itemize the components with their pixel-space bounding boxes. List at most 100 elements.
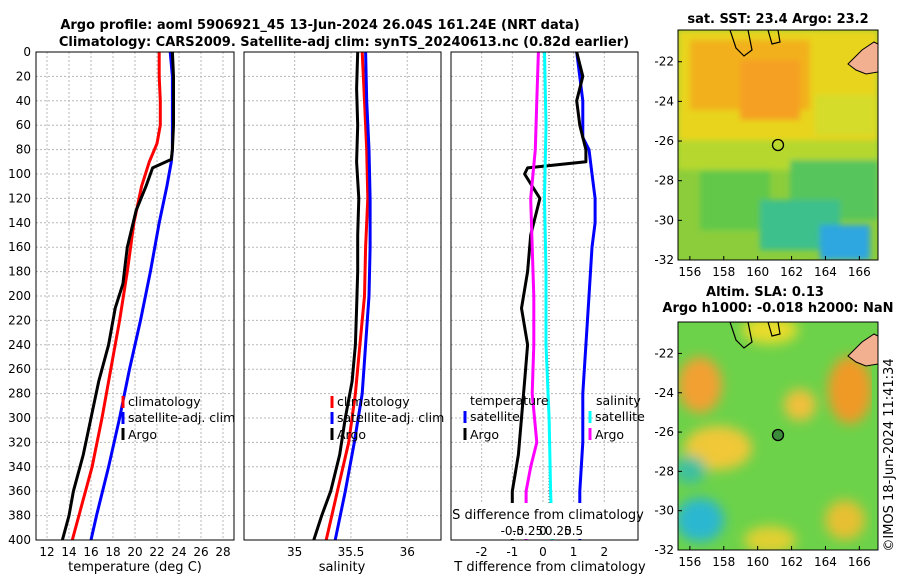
footer-stamp: ©IMOS 18-Jun-2024 11:41:34: [882, 358, 897, 551]
legend-climatology: climatology: [128, 394, 201, 409]
y-tick-label: 380: [8, 509, 31, 523]
sst-map-frame: [677, 29, 879, 261]
y-tick-label: 80: [16, 143, 31, 157]
y-tick-label: 340: [8, 460, 31, 474]
y-tick-label: 280: [8, 387, 31, 401]
top-tick-label: -0.5: [501, 524, 524, 538]
x-tick-label: 20: [127, 545, 142, 559]
map-x-tick-label: 156: [678, 265, 701, 279]
legend-d-ssat: satellite: [595, 409, 645, 424]
y-tick-label: 240: [8, 338, 31, 352]
sla-map-title-1: Altim. SLA: 0.13: [706, 285, 824, 300]
y-tick-label: 140: [8, 216, 31, 230]
map-x-tick-label: 164: [814, 555, 837, 569]
legend-s-satellite: satellite-adj. clim: [337, 410, 444, 425]
y-tick-label: 360: [8, 484, 31, 498]
series-line-satellite-adj-clim: [333, 52, 372, 540]
top-scale-background: [452, 503, 637, 539]
legend-argo: Argo: [128, 427, 157, 442]
map-y-tick-label: -26: [654, 134, 674, 148]
difference-frame: [450, 51, 639, 541]
temperature-xlabel: temperature (deg C): [68, 560, 202, 575]
series-line-t-argo: [510, 52, 588, 540]
x-tick-label: -1: [506, 545, 518, 559]
x-tick-label: 24: [171, 545, 186, 559]
x-tick-label: 12: [39, 545, 54, 559]
series-line-argo: [312, 52, 361, 540]
sst-map: sat. SST: 23.4 Argo: 23.2 156 158 160 162 16…: [654, 12, 879, 279]
map-y-tick-label: -30: [654, 504, 674, 518]
x-tick-label: -2: [476, 545, 488, 559]
top-tick-label: -0.25: [512, 524, 543, 538]
legend-d-tsat: satellite: [470, 409, 520, 424]
map-x-tick-label: 164: [814, 265, 837, 279]
title-line1: Argo profile: aoml 5906921_45 13-Jun-202…: [60, 18, 579, 33]
legend-salinity-header: salinity: [596, 393, 641, 408]
map-y-tick-label: -28: [654, 464, 674, 478]
x-tick-label: 35: [287, 545, 302, 559]
map-y-tick-label: -32: [654, 543, 674, 557]
difference-panel: -2 -1 0 1 2 T difference from climatology S …: [450, 51, 646, 575]
temperature-frame: [35, 51, 235, 541]
y-tick-label: 120: [8, 191, 31, 205]
map-x-tick-label: 166: [848, 555, 871, 569]
map-x-tick-label: 162: [780, 265, 803, 279]
y-tick-label: 400: [8, 533, 31, 547]
map-x-tick-label: 166: [848, 265, 871, 279]
top-tick-label: 0: [539, 524, 547, 538]
salinity-legend: climatology satellite-adj. clim Argo: [330, 394, 444, 442]
x-tick-label: 28: [215, 545, 230, 559]
y-tick-label: 220: [8, 313, 31, 327]
salinity-frame: [243, 51, 442, 541]
y-tick-label: 0: [23, 45, 31, 59]
difference-legend: temperature salinity satellite Argo sate…: [463, 393, 645, 442]
x-tick-label: 2: [600, 545, 608, 559]
legend-s-argo: Argo: [337, 427, 366, 442]
sla-map-title-2: Argo h1000: -0.018 h2000: NaN: [662, 301, 893, 316]
sst-map-title: sat. SST: 23.4 Argo: 23.2: [687, 12, 868, 27]
y-tick-label: 40: [16, 94, 31, 108]
salinity-xlabel: salinity: [319, 560, 366, 575]
y-tick-label: 200: [8, 289, 31, 303]
x-tick-label: 0: [539, 545, 547, 559]
salinity-panel: 35 35.5 36 salinity climatology satellite-…: [243, 51, 444, 575]
title-line2: Climatology: CARS2009. Satellite-adj cli…: [59, 35, 629, 50]
temperature-panel: 0 20 40 60 80 100 120 140 160 180 200 220 240 260 280 3…: [8, 45, 235, 575]
y-tick-label: 60: [16, 118, 31, 132]
y-tick-label: 320: [8, 435, 31, 449]
map-x-tick-label: 160: [746, 555, 769, 569]
map-y-tick-label: -26: [654, 425, 674, 439]
y-tick-label: 180: [8, 265, 31, 279]
sla-float-marker: [771, 428, 785, 442]
x-tick-label: 16: [83, 545, 98, 559]
series-line-s-argo: [524, 52, 540, 540]
series-line-t-satellite: [575, 52, 597, 540]
sla-map-frame: [677, 321, 879, 551]
x-tick-label: 14: [61, 545, 76, 559]
map-x-tick-label: 158: [712, 555, 735, 569]
map-x-tick-label: 158: [712, 265, 735, 279]
map-y-tick-label: -22: [654, 55, 674, 69]
difference-xlabel: T difference from climatology: [453, 560, 646, 575]
y-tick-label: 260: [8, 362, 31, 376]
x-tick-label: 36: [400, 545, 415, 559]
temperature-legend: climatology satellite-adj. clim Argo: [121, 394, 235, 442]
map-y-tick-label: -28: [654, 174, 674, 188]
map-y-tick-label: -24: [654, 386, 674, 400]
x-tick-label: 26: [193, 545, 208, 559]
y-tick-label: 300: [8, 411, 31, 425]
legend-d-sargo: Argo: [595, 427, 624, 442]
series-line-argo: [60, 52, 175, 540]
map-y-tick-label: -24: [654, 94, 674, 108]
y-tick-label: 100: [8, 167, 31, 181]
top-tick-label: 0.25: [545, 524, 572, 538]
legend-s-climatology: climatology: [337, 394, 410, 409]
difference-s-xlabel: S difference from climatology: [452, 508, 644, 523]
map-x-tick-label: 160: [746, 265, 769, 279]
y-tick-label: 20: [16, 69, 31, 83]
map-x-tick-label: 156: [678, 555, 701, 569]
sst-float-marker: [771, 138, 785, 152]
x-tick-label: 35.5: [338, 545, 365, 559]
series-line-climatology: [324, 52, 370, 540]
